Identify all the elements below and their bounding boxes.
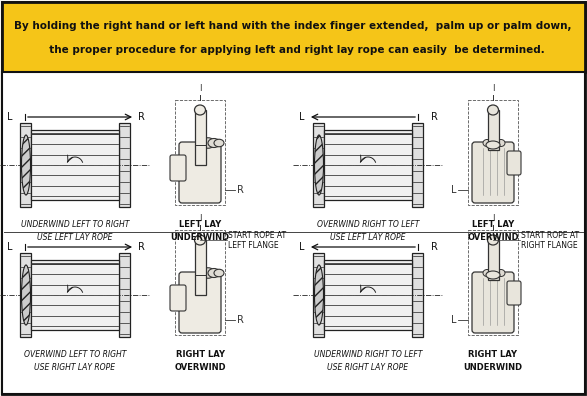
Ellipse shape (315, 135, 323, 195)
Text: L: L (299, 112, 305, 122)
FancyBboxPatch shape (507, 151, 521, 175)
Bar (20, 123, 31, 207)
Bar (2, 72, 585, 394)
Ellipse shape (201, 138, 215, 148)
Text: LEFT LAY
OVERWIND: LEFT LAY OVERWIND (467, 220, 519, 242)
Bar (313, 253, 324, 337)
Text: I: I (492, 84, 494, 93)
Text: R: R (237, 315, 244, 325)
Bar (468, 230, 518, 335)
Text: RIGHT FLANGE: RIGHT FLANGE (521, 240, 578, 249)
Ellipse shape (315, 265, 323, 325)
Ellipse shape (208, 139, 220, 147)
Bar (2, 2, 585, 72)
FancyBboxPatch shape (179, 142, 221, 203)
Bar (31, 260, 119, 330)
Bar (488, 110, 499, 150)
Text: LEFT LAY
UNDERWIND: LEFT LAY UNDERWIND (170, 220, 230, 242)
Bar (31, 130, 119, 200)
Bar (412, 253, 423, 337)
Bar (195, 240, 206, 295)
Ellipse shape (490, 139, 498, 147)
Bar (175, 100, 225, 205)
Text: START ROPE AT: START ROPE AT (521, 230, 579, 240)
Ellipse shape (194, 105, 205, 115)
Text: RIGHT LAY
UNDERWIND: RIGHT LAY UNDERWIND (464, 350, 522, 372)
Text: L: L (299, 242, 305, 252)
Ellipse shape (214, 139, 224, 147)
Text: LEFT FLANGE: LEFT FLANGE (228, 240, 279, 249)
Ellipse shape (483, 270, 491, 276)
Text: R: R (431, 112, 438, 122)
Ellipse shape (22, 135, 31, 195)
Text: START ROPE AT: START ROPE AT (228, 230, 286, 240)
Text: the proper procedure for applying left and right lay rope can easily  be determi: the proper procedure for applying left a… (42, 45, 544, 55)
Ellipse shape (22, 265, 31, 325)
Ellipse shape (194, 235, 205, 245)
Bar (119, 253, 130, 337)
Ellipse shape (486, 271, 500, 279)
Ellipse shape (497, 139, 505, 147)
FancyBboxPatch shape (507, 281, 521, 305)
Text: R: R (431, 242, 438, 252)
Bar (175, 230, 225, 335)
Bar (119, 123, 130, 207)
Text: RIGHT LAY
OVERWIND: RIGHT LAY OVERWIND (174, 350, 226, 372)
FancyBboxPatch shape (472, 272, 514, 333)
Bar (412, 123, 423, 207)
Bar (324, 260, 412, 330)
Ellipse shape (214, 269, 224, 277)
Text: I: I (199, 214, 201, 223)
Ellipse shape (208, 268, 220, 278)
Bar (313, 123, 324, 207)
FancyBboxPatch shape (179, 272, 221, 333)
Bar (468, 100, 518, 205)
Text: I: I (199, 84, 201, 93)
Text: By holding the right hand or left hand with the index finger extended,  palm up : By holding the right hand or left hand w… (14, 21, 572, 31)
FancyBboxPatch shape (170, 285, 186, 311)
Text: L: L (450, 185, 456, 195)
Text: R: R (138, 242, 145, 252)
Text: L: L (450, 315, 456, 325)
Text: UNDERWIND LEFT TO RIGHT
USE LEFT LAY ROPE: UNDERWIND LEFT TO RIGHT USE LEFT LAY ROP… (21, 220, 129, 242)
Text: I: I (492, 214, 494, 223)
FancyBboxPatch shape (472, 142, 514, 203)
Ellipse shape (486, 141, 500, 149)
Bar (20, 253, 31, 337)
Ellipse shape (497, 270, 505, 276)
Text: L: L (6, 242, 12, 252)
Text: R: R (138, 112, 145, 122)
Bar (195, 110, 206, 165)
Ellipse shape (490, 270, 498, 276)
Text: OVERWIND RIGHT TO LEFT
USE LEFT LAY ROPE: OVERWIND RIGHT TO LEFT USE LEFT LAY ROPE (317, 220, 419, 242)
Ellipse shape (487, 235, 498, 245)
Text: UNDERWIND RIGHT TO LEFT
USE RIGHT LAY ROPE: UNDERWIND RIGHT TO LEFT USE RIGHT LAY RO… (314, 350, 422, 372)
FancyBboxPatch shape (170, 155, 186, 181)
Bar (324, 130, 412, 200)
Text: L: L (6, 112, 12, 122)
Text: R: R (237, 185, 244, 195)
Ellipse shape (201, 268, 215, 278)
Bar (488, 240, 499, 280)
Text: OVERWIND LEFT TO RIGHT
USE RIGHT LAY ROPE: OVERWIND LEFT TO RIGHT USE RIGHT LAY ROP… (24, 350, 126, 372)
Ellipse shape (483, 139, 491, 147)
Ellipse shape (487, 105, 498, 115)
